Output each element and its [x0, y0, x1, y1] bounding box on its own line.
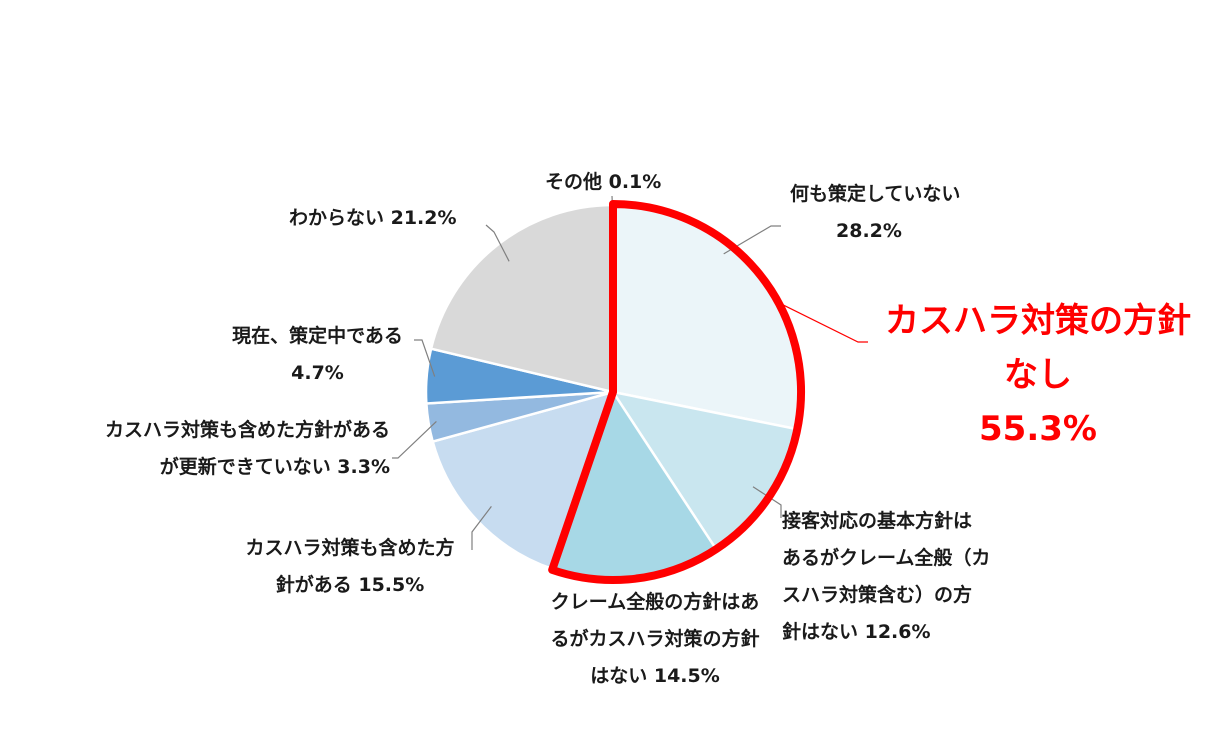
slice-label-unknown: わからない 21.2%	[289, 207, 457, 229]
leader-unknown	[485, 224, 510, 262]
slice-label-policy-not-updated: カスハラ対策も含めた方針がある が更新できていない 3.3%	[104, 419, 390, 478]
highlight-value: 55.3%	[979, 409, 1097, 449]
slice-label-complaint-policy-only: クレーム全般の方針はあ るがカスハラ対策の方針 はない 14.5%	[550, 591, 760, 687]
slice-label-other: その他 0.1%	[545, 171, 662, 193]
leader-in-progress	[414, 339, 436, 377]
slice-label-basic-policy-only: 接客対応の基本方針は あるがクレーム全般（カ スハラ対策含む）の方 針はない 1…	[782, 510, 991, 643]
highlight-title: カスハラ対策の方針	[885, 301, 1191, 341]
pie-slice-policy-exists	[431, 390, 615, 571]
leader-highlight	[779, 302, 868, 343]
highlight-outline	[548, 200, 805, 584]
leader-policy-exists	[471, 506, 492, 550]
pie-slice-none-defined	[611, 203, 802, 431]
slice-label-none-defined: 何も策定していない 28.2%	[790, 183, 961, 242]
leader-policy-not-updated	[392, 420, 437, 459]
slice-label-in-progress: 現在、策定中である 4.7%	[232, 325, 403, 384]
slice-label-policy-exists: カスハラ対策も含めた方 針がある 15.5%	[245, 537, 455, 596]
highlight-callout: カスハラ対策の方針 なし 55.3%	[868, 294, 1208, 456]
pie-slice-unknown	[429, 203, 615, 394]
highlight-subtitle: なし	[1004, 355, 1072, 395]
leader-basic-policy-only	[752, 486, 782, 518]
leader-none-defined	[723, 225, 781, 255]
